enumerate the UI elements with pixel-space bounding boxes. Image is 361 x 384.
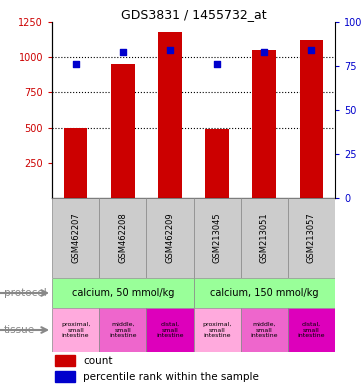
Text: calcium, 50 mmol/kg: calcium, 50 mmol/kg [71,288,174,298]
Text: proximal,
small
intestine: proximal, small intestine [61,322,90,338]
Bar [158,32,182,198]
Text: GSM462209: GSM462209 [165,213,174,263]
Text: distal,
small
intestine: distal, small intestine [298,322,325,338]
Bar [241,198,288,278]
Text: protocol: protocol [4,288,46,298]
Text: middle,
small
intestine: middle, small intestine [109,322,136,338]
Bar [52,278,193,308]
Text: tissue: tissue [4,325,35,335]
Bar [300,40,323,198]
Text: GSM213057: GSM213057 [307,213,316,263]
Bar [99,308,146,352]
Point [120,49,126,55]
Point [214,61,220,67]
Text: percentile rank within the sample: percentile rank within the sample [83,372,259,382]
Bar [64,127,87,198]
Bar [193,198,241,278]
Text: middle,
small
intestine: middle, small intestine [251,322,278,338]
Bar [55,355,75,366]
Bar [52,308,99,352]
Bar [241,308,288,352]
Text: calcium, 150 mmol/kg: calcium, 150 mmol/kg [210,288,318,298]
Bar [55,371,75,382]
Point [309,47,314,53]
Point [73,61,78,67]
Bar [99,198,146,278]
Text: GSM213051: GSM213051 [260,213,269,263]
Point [167,47,173,53]
Text: GSM213045: GSM213045 [213,213,222,263]
Point [261,49,267,55]
Bar [146,308,193,352]
Bar [52,198,99,278]
Bar [205,129,229,198]
Bar [193,278,335,308]
Bar [146,198,193,278]
Text: distal,
small
intestine: distal, small intestine [156,322,184,338]
Bar [288,308,335,352]
Text: GSM462207: GSM462207 [71,213,80,263]
Text: count: count [83,356,113,366]
Text: proximal,
small
intestine: proximal, small intestine [203,322,232,338]
Bar [193,308,241,352]
Bar [252,50,276,198]
Text: GSM462208: GSM462208 [118,213,127,263]
Bar [111,64,135,198]
Bar [288,198,335,278]
Title: GDS3831 / 1455732_at: GDS3831 / 1455732_at [121,8,266,21]
